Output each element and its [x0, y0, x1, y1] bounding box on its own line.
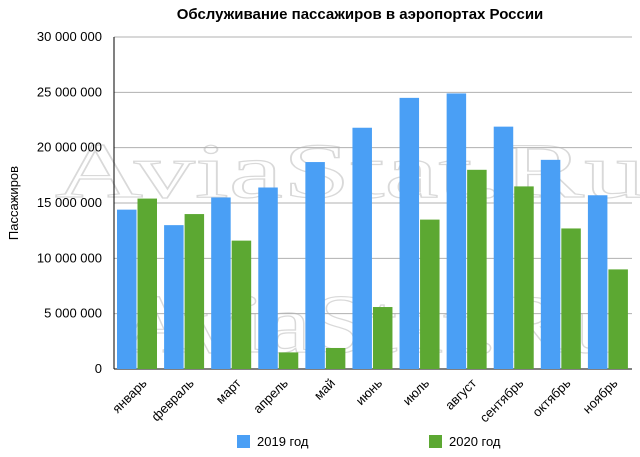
x-tick-label: октябрь	[529, 375, 573, 419]
bar-2019-апрель	[258, 187, 278, 369]
legend: 2019 год 2020 год	[237, 434, 501, 449]
legend-label: 2019 год	[257, 434, 309, 449]
x-tick-label: июнь	[353, 375, 386, 408]
x-tick-label: июль	[400, 375, 433, 408]
y-tick-label: 25 000 000	[37, 84, 102, 99]
bar-2019-август	[446, 93, 467, 369]
x-tick-label: ноябрь	[580, 375, 621, 416]
x-tick-label: август	[442, 375, 479, 412]
bar-2019-март	[211, 197, 231, 369]
bar-2020-октябрь	[561, 228, 581, 369]
bar-2019-июль	[399, 97, 420, 369]
bar-2020-ноябрь	[608, 269, 628, 369]
bar-2019-сентябрь	[493, 126, 514, 369]
x-tick-label: апрель	[250, 375, 291, 416]
bar-2020-сентябрь	[514, 186, 534, 369]
bar-2019-январь	[117, 209, 137, 369]
bar-2020-август	[467, 169, 487, 369]
legend-label: 2020 год	[449, 434, 501, 449]
bar-2020-январь	[137, 198, 157, 369]
legend-swatch	[429, 435, 442, 448]
bar-2019-февраль	[164, 225, 184, 369]
bar-2019-июнь	[352, 127, 372, 369]
chart-title: Обслуживание пассажиров в аэропортах Рос…	[177, 6, 544, 23]
x-tick-label: май	[311, 376, 338, 403]
bar-2019-октябрь	[540, 159, 561, 369]
legend-swatch	[237, 435, 250, 448]
x-tick-label: январь	[109, 375, 150, 416]
bar-2019-май	[305, 162, 325, 369]
y-axis-ticks: 0 5 000 000 10 000 000 15 000 000 20 000 000…	[37, 29, 102, 376]
x-tick-label: февраль	[148, 375, 197, 424]
bar-2020-июнь	[372, 307, 393, 369]
x-tick-label: март	[213, 375, 244, 406]
bar-2020-февраль	[184, 214, 205, 369]
y-tick-label: 15 000 000	[37, 195, 102, 210]
bar-2019-ноябрь	[587, 195, 608, 369]
x-tick-label: сентябрь	[477, 375, 527, 425]
y-tick-label: 0	[95, 361, 102, 376]
y-axis-label: Пассажиров	[6, 166, 21, 240]
bar-2020-март	[231, 240, 252, 369]
bar-2020-апрель	[278, 352, 299, 369]
bar-2020-май	[325, 347, 346, 369]
bars	[117, 93, 628, 369]
y-tick-label: 10 000 000	[37, 250, 102, 265]
y-tick-label: 20 000 000	[37, 140, 102, 155]
bar-2020-июль	[420, 219, 440, 369]
y-tick-label: 5 000 000	[44, 306, 102, 321]
y-tick-label: 30 000 000	[37, 29, 102, 44]
